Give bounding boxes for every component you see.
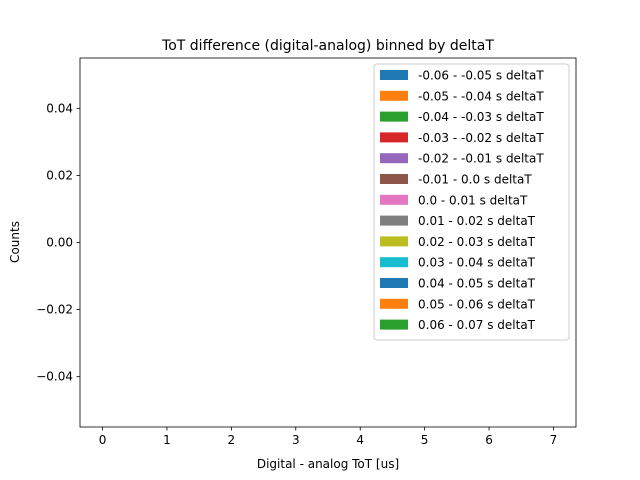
legend-entry: 0.03 - 0.04 s deltaT	[380, 256, 536, 270]
x-axis-ticks: 0 1 2 3 4 5 6 7	[99, 427, 558, 447]
legend-swatch	[380, 215, 408, 226]
x-axis-label: Digital - analog ToT [us]	[257, 457, 399, 471]
legend-swatch	[380, 298, 408, 309]
legend-entry: 0.0 - 0.01 s deltaT	[380, 193, 528, 207]
y-axis-ticks: 0.04 0.02 0.00 −0.02 −0.04	[36, 101, 80, 384]
legend-label: -0.04 - -0.03 s deltaT	[418, 110, 544, 124]
legend-label: -0.03 - -0.02 s deltaT	[418, 131, 544, 145]
legend-swatch	[380, 90, 408, 101]
y-tick-label: −0.02	[36, 303, 73, 317]
x-tick-label: 7	[550, 433, 558, 447]
legend-entry: -0.05 - -0.04 s deltaT	[380, 89, 544, 103]
chart-title: ToT difference (digital-analog) binned b…	[161, 38, 494, 54]
y-tick-label: −0.04	[36, 370, 73, 384]
x-tick-label: 3	[292, 433, 300, 447]
legend-label: 0.05 - 0.06 s deltaT	[418, 297, 536, 311]
legend-swatch	[380, 132, 408, 143]
legend-label: -0.05 - -0.04 s deltaT	[418, 89, 544, 103]
x-tick-label: 2	[228, 433, 236, 447]
legend-swatch	[380, 111, 408, 122]
legend-entry: 0.06 - 0.07 s deltaT	[380, 318, 536, 332]
legend-swatch	[380, 70, 408, 80]
legend-entry: -0.06 - -0.05 s deltaT	[380, 69, 544, 83]
legend-entry: 0.02 - 0.03 s deltaT	[380, 235, 536, 249]
legend-swatch	[380, 236, 408, 247]
legend-swatch	[380, 319, 408, 330]
legend-label: 0.0 - 0.01 s deltaT	[418, 193, 528, 207]
legend-label: 0.02 - 0.03 s deltaT	[418, 235, 536, 249]
x-tick-label: 5	[421, 433, 429, 447]
legend-label: -0.02 - -0.01 s deltaT	[418, 152, 544, 166]
y-tick-label: 0.00	[46, 236, 73, 250]
legend-label: 0.01 - 0.02 s deltaT	[418, 214, 536, 228]
x-tick-label: 6	[485, 433, 493, 447]
legend-swatch	[380, 278, 408, 288]
legend-frame	[373, 63, 570, 341]
legend-entry: 0.04 - 0.05 s deltaT	[380, 277, 536, 291]
legend-swatch	[380, 194, 408, 205]
legend-entry: -0.03 - -0.02 s deltaT	[380, 131, 544, 145]
legend: -0.06 - -0.05 s deltaT -0.05 - -0.04 s de…	[373, 63, 570, 341]
legend-entry: 0.05 - 0.06 s deltaT	[380, 297, 536, 311]
legend-label: 0.03 - 0.04 s deltaT	[418, 256, 536, 270]
x-tick-label: 1	[163, 433, 171, 447]
x-tick-label: 4	[356, 433, 364, 447]
y-tick-label: 0.02	[46, 168, 73, 182]
legend-entry: -0.04 - -0.03 s deltaT	[380, 110, 544, 124]
legend-label: -0.06 - -0.05 s deltaT	[418, 69, 544, 83]
legend-swatch	[380, 174, 408, 184]
legend-entry: -0.01 - 0.0 s deltaT	[380, 173, 532, 187]
legend-entry: -0.02 - -0.01 s deltaT	[380, 152, 544, 166]
x-tick-label: 0	[99, 433, 107, 447]
y-axis-label: Counts	[8, 221, 22, 263]
legend-label: 0.04 - 0.05 s deltaT	[418, 277, 536, 291]
plot-area-frame	[79, 57, 577, 428]
y-tick-label: 0.04	[46, 101, 73, 115]
legend-label: 0.06 - 0.07 s deltaT	[418, 318, 536, 332]
legend-swatch	[380, 153, 408, 164]
legend-entry: 0.01 - 0.02 s deltaT	[380, 214, 536, 228]
legend-swatch	[380, 257, 408, 268]
legend-label: -0.01 - 0.0 s deltaT	[418, 173, 532, 187]
